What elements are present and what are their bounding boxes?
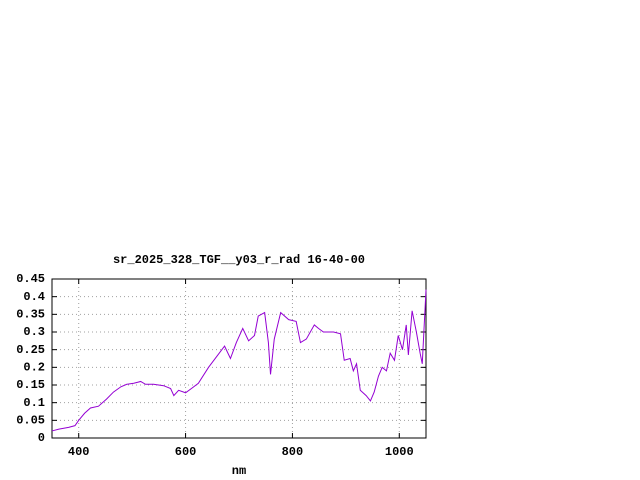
x-tick-label: 400 [68,445,90,459]
plot-border [51,278,427,439]
y-tick-label: 0 [38,431,45,445]
y-tick-label: 0.2 [23,361,45,375]
y-tick-label: 0.45 [16,272,45,286]
chart-title: sr_2025_328_TGF__y03_r_rad 16-40-00 [113,253,365,267]
y-tick-label: 0.35 [16,308,45,322]
x-tick-label: 800 [282,445,304,459]
x-axis-label: nm [232,464,246,478]
x-tick-label: 1000 [385,445,414,459]
y-tick-label: 0.05 [16,414,45,428]
y-tick-label: 0.25 [16,343,45,357]
y-tick-label: 0.15 [16,378,45,392]
y-tick-label: 0.3 [23,325,45,339]
x-tick-label: 600 [175,445,197,459]
y-tick-label: 0.1 [23,396,45,410]
y-tick-label: 0.4 [23,290,45,304]
data-line [51,289,427,432]
